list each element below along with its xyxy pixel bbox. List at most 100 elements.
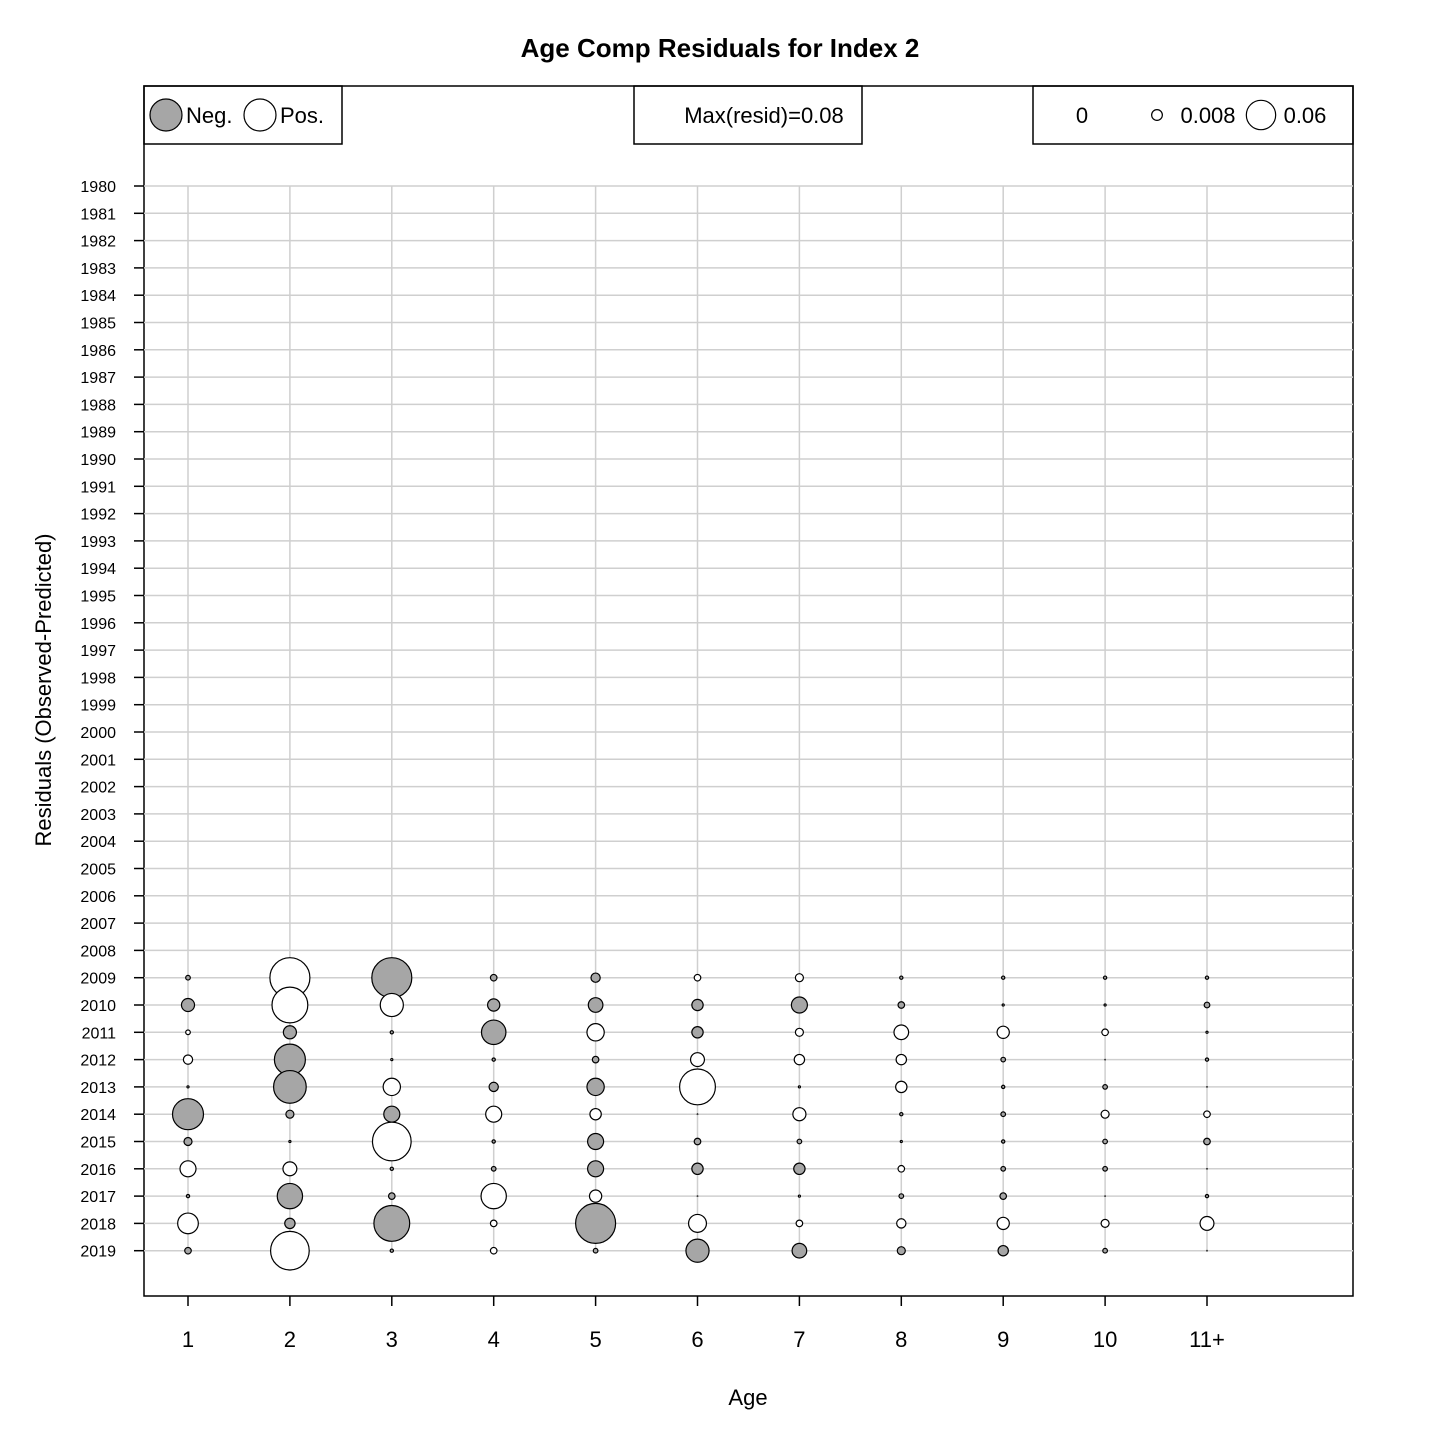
legend-neg-pos: Neg. Pos. [143,85,343,145]
bubble-2018-age-10 [1100,1218,1110,1229]
bubble-2010-age-7 [790,996,809,1014]
bubble-2009-age-10 [1102,975,1108,980]
legend-size-bubble-1 [1151,109,1163,121]
bubble-2013-age-4 [488,1081,499,1093]
y-tick-label-2019: 2019 [80,1244,116,1261]
bubble-2016-age-3 [389,1166,395,1172]
bubble-2017-age-5 [588,1189,603,1203]
y-tick-label-2007: 2007 [80,916,116,933]
bubble-2014-age-9 [1000,1111,1007,1118]
bubble-2010-age-6 [691,998,704,1012]
y-tick-label-1994: 1994 [80,561,116,578]
bubble-2014-age-5 [589,1107,602,1121]
bubble-2014-age-7 [792,1107,807,1122]
y-tick-label-1981: 1981 [80,206,116,223]
bubble-2011-age-3 [389,1030,395,1035]
bubble-2011-age-10 [1101,1028,1109,1037]
x-tick-label-8: 8 [895,1327,907,1352]
y-tick-label-2017: 2017 [80,1189,116,1206]
bubble-2010-age-4 [486,998,501,1012]
y-tick-label-1993: 1993 [80,534,116,551]
x-tick-label-1: 1 [182,1327,194,1352]
bubble-2016-age-6 [691,1162,704,1176]
legend-neg-bubble [149,98,183,132]
y-tick-label-1990: 1990 [80,452,116,469]
bubble-2014-age-1 [171,1098,205,1131]
bubble-2014-age-8 [899,1111,904,1117]
bubble-2011-age-9 [996,1025,1010,1040]
bubble-2019-age-8 [896,1246,906,1256]
x-axis: 1 2 3 4 5 6 7 8 9 10 11+ [182,1296,1225,1352]
y-axis-label: Residuals (Observed-Predicted) [31,533,56,846]
bubble-2012-age-9 [1000,1056,1007,1063]
bubble-2015-age-3 [371,1121,412,1162]
y-tick-label-2015: 2015 [80,1135,116,1152]
bubble-2014-age-11+ [1203,1110,1211,1119]
bubble-2014-age-10 [1100,1109,1110,1119]
bubble-2013-age-8 [895,1080,908,1094]
bubble-2011-age-1 [185,1029,191,1036]
bubble-2015-age-5 [586,1132,605,1151]
bubble-2012-age-7 [793,1053,806,1066]
legend-box-sizes [1032,85,1354,145]
bubble-2018-age-5 [574,1202,617,1245]
bubble-2018-age-3 [373,1204,411,1242]
x-tick-label-5: 5 [589,1327,601,1352]
y-tick-label-2018: 2018 [80,1216,116,1233]
bubble-2015-age-1 [183,1136,193,1147]
bubble-2012-age-3 [390,1057,394,1062]
bubble-2012-age-1 [182,1054,194,1065]
y-tick-label-1988: 1988 [80,397,116,414]
bubble-2011-age-7 [794,1027,805,1037]
y-tick-label-2012: 2012 [80,1053,116,1070]
bubble-2014-age-4 [485,1105,503,1123]
bubble-2013-age-9 [1000,1084,1006,1090]
bubble-2017-age-9 [999,1192,1008,1200]
bubble-2009-age-3 [371,957,413,999]
bubble-2011-age-5 [586,1023,605,1042]
bubble-2017-age-7 [797,1194,802,1198]
bubble-2010-age-5 [587,997,604,1013]
bubble-2013-age-1 [186,1085,190,1089]
bubble-2018-age-11+ [1199,1215,1215,1231]
x-tick-label-10: 10 [1093,1327,1117,1352]
y-tick-label-2001: 2001 [80,752,116,769]
y-tick-label-1991: 1991 [80,479,116,496]
legend-size-label-1: 0.008 [1180,103,1235,128]
bubble-2014-age-3 [383,1105,401,1123]
bubble-2011-age-2 [282,1025,298,1040]
bubble-2009-age-6 [693,973,702,982]
bubble-2019-age-5 [592,1247,599,1254]
bubble-2013-age-6 [679,1068,716,1106]
y-tick-label-2004: 2004 [80,834,116,851]
y-tick-label-1999: 1999 [80,698,116,715]
legend-max: Max(resid)=0.08 [633,85,863,145]
y-tick-label-1987: 1987 [80,370,116,387]
bubble-2010-age-11+ [1203,1001,1211,1009]
bubble-2019-age-6 [685,1238,710,1263]
bubble-2016-age-11+ [1206,1167,1208,1170]
bubble-2017-age-10 [1104,1195,1106,1197]
y-tick-label-2013: 2013 [80,1080,116,1097]
bubble-2012-age-5 [591,1055,600,1064]
bubble-2011-age-6 [691,1026,704,1039]
y-tick-label-1992: 1992 [80,507,116,524]
bubble-2009-age-5 [590,972,601,983]
bubble-2014-age-6 [696,1113,699,1116]
bubble-2019-age-7 [791,1242,808,1259]
x-tick-label-3: 3 [386,1327,398,1352]
bubble-2011-age-4 [480,1019,507,1046]
bubble-2010-age-10 [1103,1003,1107,1007]
grid-lines [144,185,1353,1252]
bubble-2013-age-3 [382,1077,402,1097]
bubble-2016-age-4 [490,1165,497,1172]
bubble-2018-age-6 [687,1213,708,1233]
y-tick-label-2006: 2006 [80,889,116,906]
bubble-2016-age-1 [179,1160,197,1178]
bubble-2010-age-9 [1001,1003,1005,1007]
bubble-2009-age-9 [1000,975,1006,980]
bubble-2009-age-1 [185,974,191,981]
y-tick-label-2002: 2002 [80,780,116,797]
bubble-2013-age-5 [586,1077,605,1097]
